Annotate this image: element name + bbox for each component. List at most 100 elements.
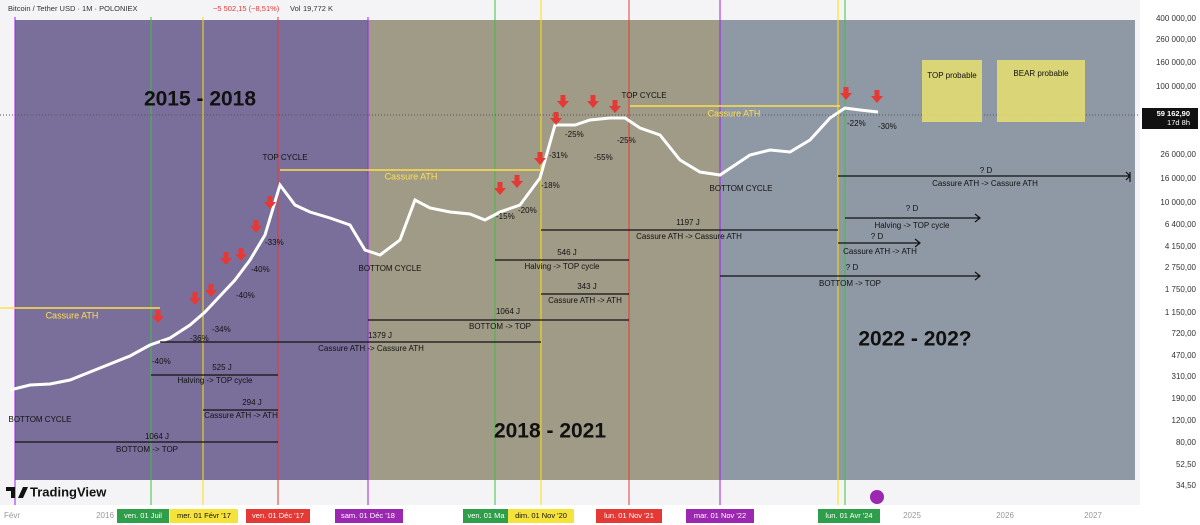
ath-lines — [0, 105, 840, 309]
drawdown: -20% — [518, 206, 537, 215]
measure-label: Cassure ATH -> Cassure ATH — [636, 232, 742, 241]
measure-label: BOTTOM -> TOP — [819, 279, 881, 288]
cycle-label: TOP CYCLE — [262, 153, 307, 162]
price-label: 34,50 — [1176, 481, 1197, 490]
symbol[interactable]: Bitcoin / Tether USD · 1M · POLONIEX — [8, 4, 138, 13]
drawdown: -55% — [594, 153, 613, 162]
time-label: 2016 — [96, 511, 114, 520]
measure-days: ? D — [846, 263, 859, 272]
time-marker: ven. 01 Déc '17 — [252, 511, 304, 520]
time-markers: ven. 01 Juil mer. 01 Févr '17 ven. 01 Dé… — [117, 509, 880, 523]
time-marker: sam. 01 Déc '18 — [341, 511, 395, 520]
time-marker: mer. 01 Févr '17 — [177, 511, 231, 520]
drawdown: -34% — [212, 325, 231, 334]
period-title: 2022 - 202? — [858, 328, 971, 351]
note-text: TOP probable — [927, 71, 977, 80]
period-zone — [15, 20, 368, 480]
drawdown: -40% — [251, 265, 270, 274]
current-price: 59 162,90 — [1157, 109, 1190, 118]
change: −5 502,15 (−8,51%) — [213, 4, 280, 13]
note-text: BEAR probable — [1013, 69, 1069, 78]
price-label: 2 750,00 — [1165, 263, 1197, 272]
drawdown: -30% — [878, 122, 897, 131]
drawdown: -31% — [549, 151, 568, 160]
measure-label: Cassure ATH -> ATH — [548, 296, 622, 305]
price-label: 26 000,00 — [1160, 150, 1196, 159]
measure-days: 1197 J — [676, 218, 699, 227]
ath-label: Cassure ATH — [385, 171, 438, 181]
measure-days: 1379 J — [368, 331, 392, 340]
drawdown: -22% — [847, 119, 866, 128]
measure-days: ? D — [871, 232, 884, 241]
measure-days: 525 J — [212, 363, 232, 372]
price-label: 6 400,00 — [1165, 220, 1197, 229]
measure-label: Halving -> TOP cycle — [525, 262, 600, 271]
ath-label: Cassure ATH — [708, 108, 761, 118]
time-label: Févr — [4, 511, 20, 520]
drawdown: -18% — [541, 181, 560, 190]
measure-days: 343 J — [577, 282, 597, 291]
time-labels: Févr 2016 2025 2026 2027 — [4, 511, 1102, 520]
note-box — [997, 60, 1085, 122]
measures: 525 J Halving -> TOP cycle 294 J Cassure A… — [15, 166, 1131, 454]
time-marker: dim. 01 Nov '20 — [515, 511, 567, 520]
drawdowns: -40% -36% -34% -40% -40% -33% -15% -20% … — [152, 119, 897, 366]
price-label: 10 000,00 — [1160, 198, 1196, 207]
measure-label: BOTTOM -> TOP — [116, 445, 178, 454]
drawdown: -40% — [236, 291, 255, 300]
price-label: 80,00 — [1176, 438, 1197, 447]
measure-label: Halving -> TOP cycle — [875, 221, 950, 230]
price-label: 120,00 — [1172, 416, 1197, 425]
time-marker: ven. 01 Juil — [124, 511, 162, 520]
countdown: 17d 8h — [1167, 118, 1190, 127]
current-price-box — [1142, 108, 1198, 129]
measure-label: Cassure ATH -> ATH — [843, 247, 917, 256]
measure-days: 546 J — [557, 248, 577, 257]
period-title: 2018 - 2021 — [494, 420, 606, 443]
note-box — [922, 60, 982, 122]
measure-days: 1064 J — [496, 307, 520, 316]
ath-label: Cassure ATH — [46, 310, 99, 320]
measure-days: 294 J — [242, 398, 262, 407]
drawdown: -40% — [152, 357, 171, 366]
drawdown: -15% — [496, 212, 515, 221]
price-label: 16 000,00 — [1160, 174, 1196, 183]
header-bg — [0, 0, 370, 17]
price-labels: 400 000,00 260 000,00 160 000,00 100 000… — [1156, 14, 1197, 490]
price-label: 400 000,00 — [1156, 14, 1197, 23]
price-label: 1 750,00 — [1165, 285, 1197, 294]
price-label: 52,50 — [1176, 460, 1197, 469]
price-label: 260 000,00 — [1156, 35, 1197, 44]
drawdown: -25% — [617, 136, 636, 145]
event-icon[interactable] — [870, 490, 884, 504]
measure-label: Cassure ATH -> ATH — [204, 411, 278, 420]
logo-icon — [6, 487, 28, 498]
time-marker: ven. 01 Ma — [467, 511, 505, 520]
drawdown: -33% — [265, 238, 284, 247]
price-label: 190,00 — [1172, 394, 1197, 403]
measure-label: Cassure ATH -> Cassure ATH — [318, 344, 424, 353]
period-zone — [368, 20, 720, 480]
price-label: 310,00 — [1172, 372, 1197, 381]
measure-label: Halving -> TOP cycle — [178, 376, 253, 385]
vol-label: Vol — [290, 4, 301, 13]
price-label: 720,00 — [1172, 329, 1197, 338]
vertical-lines — [14, 0, 846, 505]
measure-label: BOTTOM -> TOP — [469, 322, 531, 331]
measure-days: 1064 J — [145, 432, 169, 441]
period-title: 2015 - 2018 — [144, 88, 256, 111]
price-label: 4 150,00 — [1165, 242, 1197, 251]
cycle-label: TOP CYCLE — [621, 91, 666, 100]
price-label: 160 000,00 — [1156, 58, 1197, 67]
measure-days: ? D — [980, 166, 993, 175]
price-axis — [1140, 0, 1200, 525]
drawdown: -25% — [565, 130, 584, 139]
time-label: 2026 — [996, 511, 1014, 520]
logo[interactable]: TradingView — [30, 484, 107, 499]
measure-label: Cassure ATH -> Cassure ATH — [932, 179, 1038, 188]
price-label: 100 000,00 — [1156, 82, 1197, 91]
cycle-label: BOTTOM CYCLE — [9, 415, 72, 424]
time-marker: lun. 01 Nov '21 — [604, 511, 654, 520]
